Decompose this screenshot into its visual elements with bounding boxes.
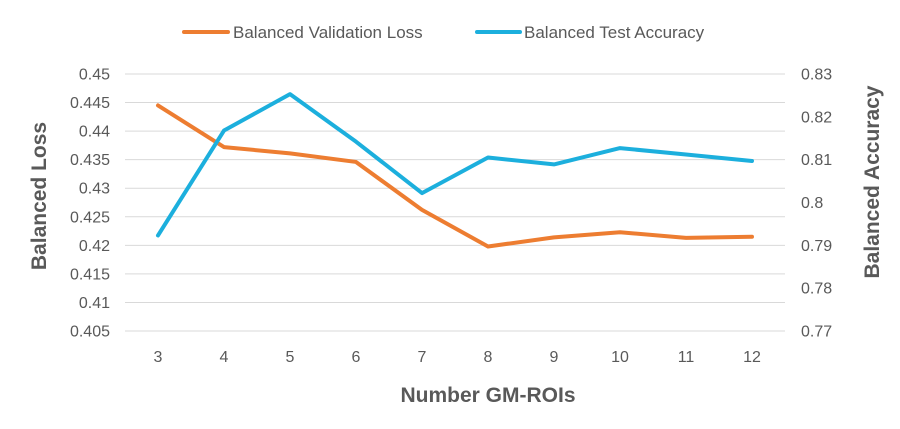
left-tick-label: 0.45 (79, 67, 110, 84)
x-tick-label: 7 (418, 349, 427, 366)
x-tick-label: 4 (220, 349, 229, 366)
left-tick-label: 0.425 (70, 209, 110, 226)
legend: Balanced Validation Loss Balanced Test A… (182, 23, 705, 42)
x-tick-label: 11 (678, 349, 695, 366)
left-tick-label: 0.445 (70, 95, 110, 112)
left-axis-title: Balanced Loss (28, 122, 51, 270)
x-tick-label: 10 (611, 349, 629, 366)
legend-label-test-accuracy: Balanced Test Accuracy (524, 23, 705, 42)
left-tick-label: 0.435 (70, 152, 110, 169)
x-tick-label: 5 (286, 349, 295, 366)
series-line-validation-loss (156, 103, 754, 249)
left-tick-label: 0.43 (79, 181, 110, 198)
x-tick-label: 3 (154, 349, 163, 366)
left-tick-label: 0.42 (79, 238, 110, 255)
left-tick-label: 0.405 (70, 324, 110, 341)
right-tick-label: 0.77 (801, 324, 832, 341)
left-tick-label: 0.44 (79, 124, 110, 141)
right-axis-ticks: 0.77 0.78 0.79 0.8 0.81 0.82 0.83 (801, 67, 832, 341)
x-tick-label: 12 (743, 349, 761, 366)
right-tick-label: 0.78 (801, 281, 832, 298)
right-tick-label: 0.82 (801, 109, 832, 126)
legend-label-validation-loss: Balanced Validation Loss (233, 23, 423, 42)
left-axis-ticks: 0.405 0.41 0.415 0.42 0.425 0.43 0.435 0.44 0.44… (70, 67, 110, 341)
left-tick-label: 0.41 (79, 295, 110, 312)
x-tick-label: 6 (352, 349, 361, 366)
series-line-test-accuracy (156, 92, 754, 238)
left-tick-label: 0.415 (70, 266, 110, 283)
right-tick-label: 0.83 (801, 67, 832, 84)
right-axis-title: Balanced Accuracy (861, 85, 884, 278)
right-tick-label: 0.81 (801, 152, 832, 169)
series (156, 92, 754, 249)
x-tick-label: 8 (484, 349, 493, 366)
x-tick-label: 9 (550, 349, 559, 366)
gridlines (125, 73, 785, 332)
right-tick-label: 0.8 (801, 195, 823, 212)
right-tick-label: 0.79 (801, 238, 832, 255)
x-axis-title: Number GM-ROIs (400, 384, 575, 407)
x-axis-ticks: 3 4 5 6 7 8 9 10 11 12 (154, 349, 761, 366)
